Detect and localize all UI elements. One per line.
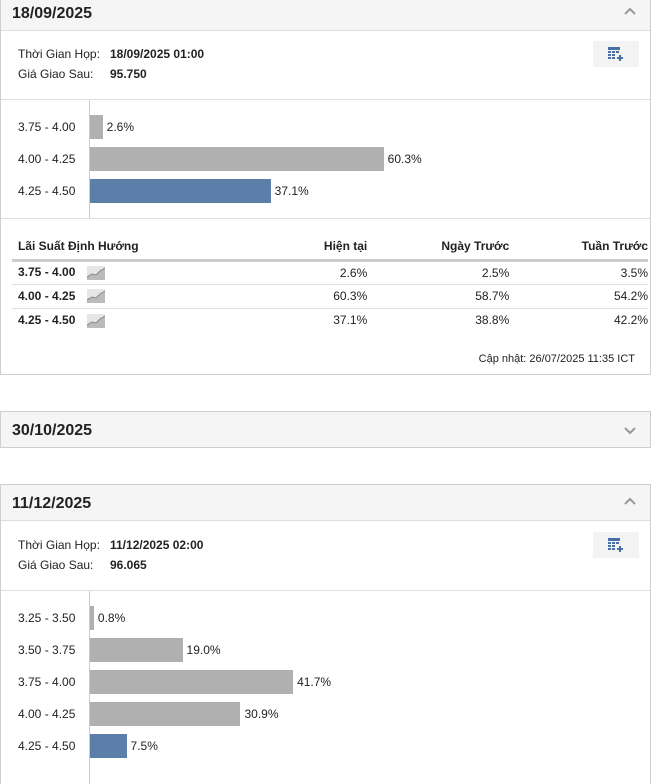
bar-range-label: 3.75 - 4.00 xyxy=(18,675,76,689)
calendar-add-icon xyxy=(608,47,623,61)
bar-range-label: 4.25 - 4.50 xyxy=(18,739,76,753)
bar-row: 4.00 - 4.25 60.3% xyxy=(1,147,650,171)
meeting-panel-1: 18/09/2025 Thời Gian Họp: 18/09/2025 01:0… xyxy=(0,0,651,375)
table-row: 3.75 - 4.00 2.6% 2.5% 3.5% xyxy=(12,260,648,285)
meeting-time-value: 11/12/2025 02:00 xyxy=(110,538,204,552)
bar-value-label: 30.9% xyxy=(244,707,279,721)
futures-price-value: 95.750 xyxy=(110,67,147,81)
prob-cell: 60.3% xyxy=(276,284,368,309)
panel-header[interactable]: 11/12/2025 xyxy=(1,485,650,521)
meeting-time-value: 18/09/2025 01:00 xyxy=(110,47,205,61)
chevron-down-icon[interactable] xyxy=(624,424,636,436)
probability-bar xyxy=(90,702,241,726)
bar-range-label: 3.50 - 3.75 xyxy=(18,643,76,657)
bar-value-label: 0.8% xyxy=(97,611,126,625)
meeting-time-label: Thời Gian Họp: xyxy=(18,47,100,61)
bar-row: 3.75 - 4.00 2.6% xyxy=(1,115,650,139)
bar-row: 4.00 - 4.25 30.9% xyxy=(1,702,650,726)
trend-chart-icon[interactable] xyxy=(87,265,106,280)
bar-value-label: 37.1% xyxy=(274,184,309,198)
panel-date: 11/12/2025 xyxy=(12,495,92,512)
bar-value-label: 2.6% xyxy=(106,120,135,134)
trend-chart-icon[interactable] xyxy=(87,313,106,328)
panel-date: 18/09/2025 xyxy=(12,5,93,22)
axis-line xyxy=(89,100,90,218)
add-to-calendar-button[interactable] xyxy=(593,41,639,67)
bar-range-label: 3.25 - 3.50 xyxy=(18,611,76,625)
probability-bar xyxy=(90,670,294,694)
rate-probability-table: Lãi Suất Định Hướng Hiện tại Ngày Trước … xyxy=(12,234,648,332)
meeting-panel-2: 30/10/2025 xyxy=(0,411,651,448)
probability-bar xyxy=(90,179,271,203)
col-header-prev-day: Ngày Trước xyxy=(367,234,510,262)
col-header-prev-week: Tuần Trước xyxy=(509,234,648,262)
calendar-add-icon xyxy=(608,538,623,552)
probability-bar xyxy=(90,115,103,139)
probability-bars: 3.25 - 3.50 0.8% 3.50 - 3.75 19.0% 3.75 - 4.… xyxy=(1,591,650,784)
prob-cell: 38.8% xyxy=(475,313,510,328)
prob-cell: 2.5% xyxy=(367,260,510,285)
bar-value-label: 7.5% xyxy=(130,739,158,753)
bar-range-label: 4.00 - 4.25 xyxy=(18,152,76,166)
prob-cell: 3.5% xyxy=(509,260,648,285)
panel-header[interactable]: 30/10/2025 xyxy=(1,412,650,447)
bar-value-label: 19.0% xyxy=(186,643,221,657)
bar-range-label: 4.00 - 4.25 xyxy=(18,707,76,721)
rate-range: 4.25 - 4.50 xyxy=(18,312,76,327)
prob-cell: 2.6% xyxy=(276,260,368,285)
bar-range-label: 4.25 - 4.50 xyxy=(18,184,76,198)
table-row: 4.00 - 4.25 60.3% 58.7% 54.2% xyxy=(12,284,648,309)
rate-range: 3.75 - 4.00 xyxy=(18,265,76,280)
probability-bar xyxy=(90,606,94,630)
probability-bars: 3.75 - 4.00 2.6% 4.00 - 4.25 60.3% 4.25 - 4.… xyxy=(1,100,650,219)
futures-price-label: Giá Giao Sau: xyxy=(18,67,94,81)
futures-price-value: 96.065 xyxy=(110,558,147,572)
meeting-panel-3: 11/12/2025 Thời Gian Họp: 11/12/2025 02:0… xyxy=(0,484,651,784)
prob-cell: 42.2% xyxy=(613,313,648,328)
bar-row: 3.25 - 3.50 0.8% xyxy=(1,606,650,630)
table-row: 4.25 - 4.50 37.1% 38.8% 42.2% xyxy=(12,308,648,332)
bar-row: 3.75 - 4.00 41.7% xyxy=(1,670,650,694)
bar-range-label: 3.75 - 4.00 xyxy=(18,120,76,134)
panel-header[interactable]: 18/09/2025 xyxy=(1,0,650,31)
prob-cell: 54.2% xyxy=(509,284,648,309)
prob-cell: 58.7% xyxy=(367,284,510,309)
rate-range: 4.00 - 4.25 xyxy=(18,288,76,303)
meeting-time-label: Thời Gian Họp: xyxy=(18,538,100,552)
probability-bar xyxy=(90,734,127,758)
panel-date: 30/10/2025 xyxy=(12,422,93,439)
bar-row: 4.25 - 4.50 7.5% xyxy=(1,734,650,758)
col-header-rate: Lãi Suất Định Hướng xyxy=(12,234,277,262)
probability-bar xyxy=(90,638,183,662)
col-header-current: Hiện tại xyxy=(276,234,368,262)
axis-line xyxy=(89,591,90,784)
add-to-calendar-button[interactable] xyxy=(593,532,639,558)
bar-row: 4.25 - 4.50 37.1% xyxy=(1,179,650,203)
bar-row: 3.50 - 3.75 19.0% xyxy=(1,638,650,662)
probability-bar xyxy=(90,147,384,171)
bar-value-label: 41.7% xyxy=(297,675,332,689)
bar-value-label: 60.3% xyxy=(387,152,422,166)
trend-chart-icon[interactable] xyxy=(87,289,106,304)
futures-price-label: Giá Giao Sau: xyxy=(18,558,94,572)
chevron-up-icon[interactable] xyxy=(624,496,636,508)
updated-timestamp: Cập nhật: 26/07/2025 11:35 ICT xyxy=(478,353,635,365)
chevron-up-icon[interactable] xyxy=(624,6,636,18)
prob-cell: 37.1% xyxy=(333,313,368,328)
